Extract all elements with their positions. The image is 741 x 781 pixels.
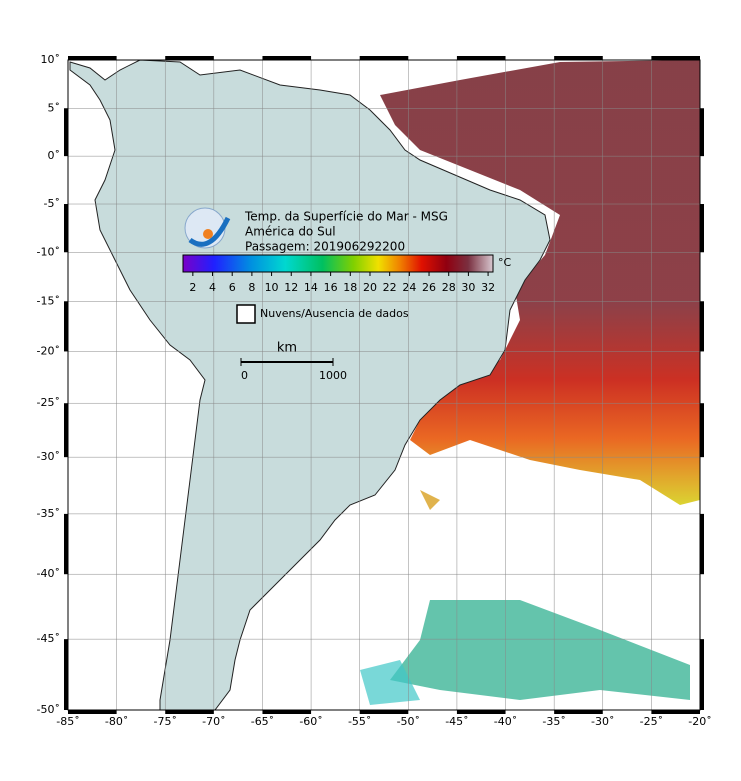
border-segment — [700, 204, 704, 253]
border-segment — [700, 108, 704, 157]
border-segment — [64, 639, 68, 710]
x-tick-label: -80˚ — [105, 715, 128, 728]
title-line: América do Sul — [245, 225, 336, 239]
border-segment — [651, 56, 700, 60]
border-segment — [262, 710, 312, 714]
x-tick-label: -35˚ — [542, 715, 565, 728]
sst-south — [420, 490, 440, 510]
border-segment — [262, 56, 312, 60]
grid — [67, 59, 701, 711]
border-segment — [554, 56, 603, 60]
y-tick-label: -25˚ — [37, 396, 60, 409]
border-segment — [165, 710, 214, 714]
y-tick-label: -35˚ — [37, 507, 60, 520]
x-tick-label: -50˚ — [397, 715, 420, 728]
map-area — [69, 60, 700, 710]
x-tick-label: -55˚ — [348, 715, 371, 728]
y-tick-label: -40˚ — [37, 567, 60, 580]
colorbar-tick-label: 16 — [324, 281, 338, 294]
colorbar-tick-label: 2 — [189, 281, 196, 294]
logo — [184, 207, 231, 249]
colorbar-tick-label: 12 — [284, 281, 298, 294]
border-segment — [700, 301, 704, 352]
scale-bar: 0 1000 — [240, 358, 347, 382]
x-tick-label: -65˚ — [251, 715, 274, 728]
colorbar-tick-label: 18 — [343, 281, 357, 294]
border-segment — [700, 403, 704, 458]
y-tick-label: 5˚ — [48, 101, 61, 114]
sst-cold — [390, 600, 690, 700]
x-tick-label: -60˚ — [299, 715, 322, 728]
x-tick-label: -70˚ — [202, 715, 225, 728]
border-segment — [700, 639, 704, 710]
legend-swatch — [236, 304, 256, 324]
colorbar — [182, 254, 494, 273]
y-tick-label: -45˚ — [37, 632, 60, 645]
logo-swoosh — [188, 216, 231, 247]
border-segment — [651, 710, 700, 714]
colorbar-tick-label: 14 — [304, 281, 318, 294]
legend-label: Nuvens/Ausencia de dados — [260, 307, 409, 320]
sst-cold-2 — [360, 660, 420, 705]
y-tick-label: -20˚ — [37, 344, 60, 357]
border-segment — [64, 403, 68, 458]
x-tick-label: -30˚ — [591, 715, 614, 728]
x-tick-label: -45˚ — [445, 715, 468, 728]
colorbar-tick-label: 22 — [383, 281, 397, 294]
border-segment — [359, 56, 409, 60]
border-segment — [64, 204, 68, 253]
colorbar-tick-label: 8 — [248, 281, 255, 294]
title-line: Temp. da Superfície do Mar - MSG — [244, 210, 448, 224]
colorbar-tick-label: 6 — [229, 281, 236, 294]
y-tick-label: -10˚ — [37, 245, 60, 258]
border-segment — [68, 56, 117, 60]
frame-border — [64, 56, 704, 714]
border-segment — [456, 710, 506, 714]
border-segment — [64, 108, 68, 157]
sst-north — [380, 60, 700, 505]
border-segment — [456, 56, 506, 60]
colorbar-tick-label: 30 — [461, 281, 475, 294]
scale-tick-label: 0 — [241, 369, 248, 382]
colorbar-tick-label: 32 — [481, 281, 495, 294]
x-tick-label: -40˚ — [494, 715, 517, 728]
x-tick-label: -85˚ — [56, 715, 79, 728]
border-segment — [68, 710, 117, 714]
y-tick-label: 0˚ — [48, 149, 61, 162]
border-segment — [700, 513, 704, 575]
border-segment — [359, 710, 409, 714]
y-tick-label: 10˚ — [41, 53, 61, 66]
border-segment — [64, 513, 68, 575]
colorbar-tick-label: 4 — [209, 281, 216, 294]
title-line: Passagem: 201906292200 — [245, 240, 405, 254]
x-tick-label: -75˚ — [153, 715, 176, 728]
colorbar-unit: °C — [498, 256, 512, 269]
colorbar-tick-label: 10 — [265, 281, 279, 294]
logo-sun — [203, 229, 213, 239]
border-segment — [554, 710, 603, 714]
colorbar-tick-label: 26 — [422, 281, 436, 294]
x-tick-label: -25˚ — [640, 715, 663, 728]
y-tick-label: -15˚ — [37, 294, 60, 307]
x-tick-label: -20˚ — [688, 715, 711, 728]
border-segment — [64, 301, 68, 352]
colorbar-tick-label: 24 — [402, 281, 416, 294]
colorbar-tick-label: 28 — [442, 281, 456, 294]
scale-tick-label: 1000 — [319, 369, 347, 382]
scale-unit: km — [277, 341, 297, 356]
colorbar-tick-label: 20 — [363, 281, 377, 294]
y-tick-label: -30˚ — [37, 450, 60, 463]
border-segment — [165, 56, 214, 60]
y-tick-label: -50˚ — [37, 703, 60, 716]
y-tick-label: -5˚ — [44, 197, 60, 210]
